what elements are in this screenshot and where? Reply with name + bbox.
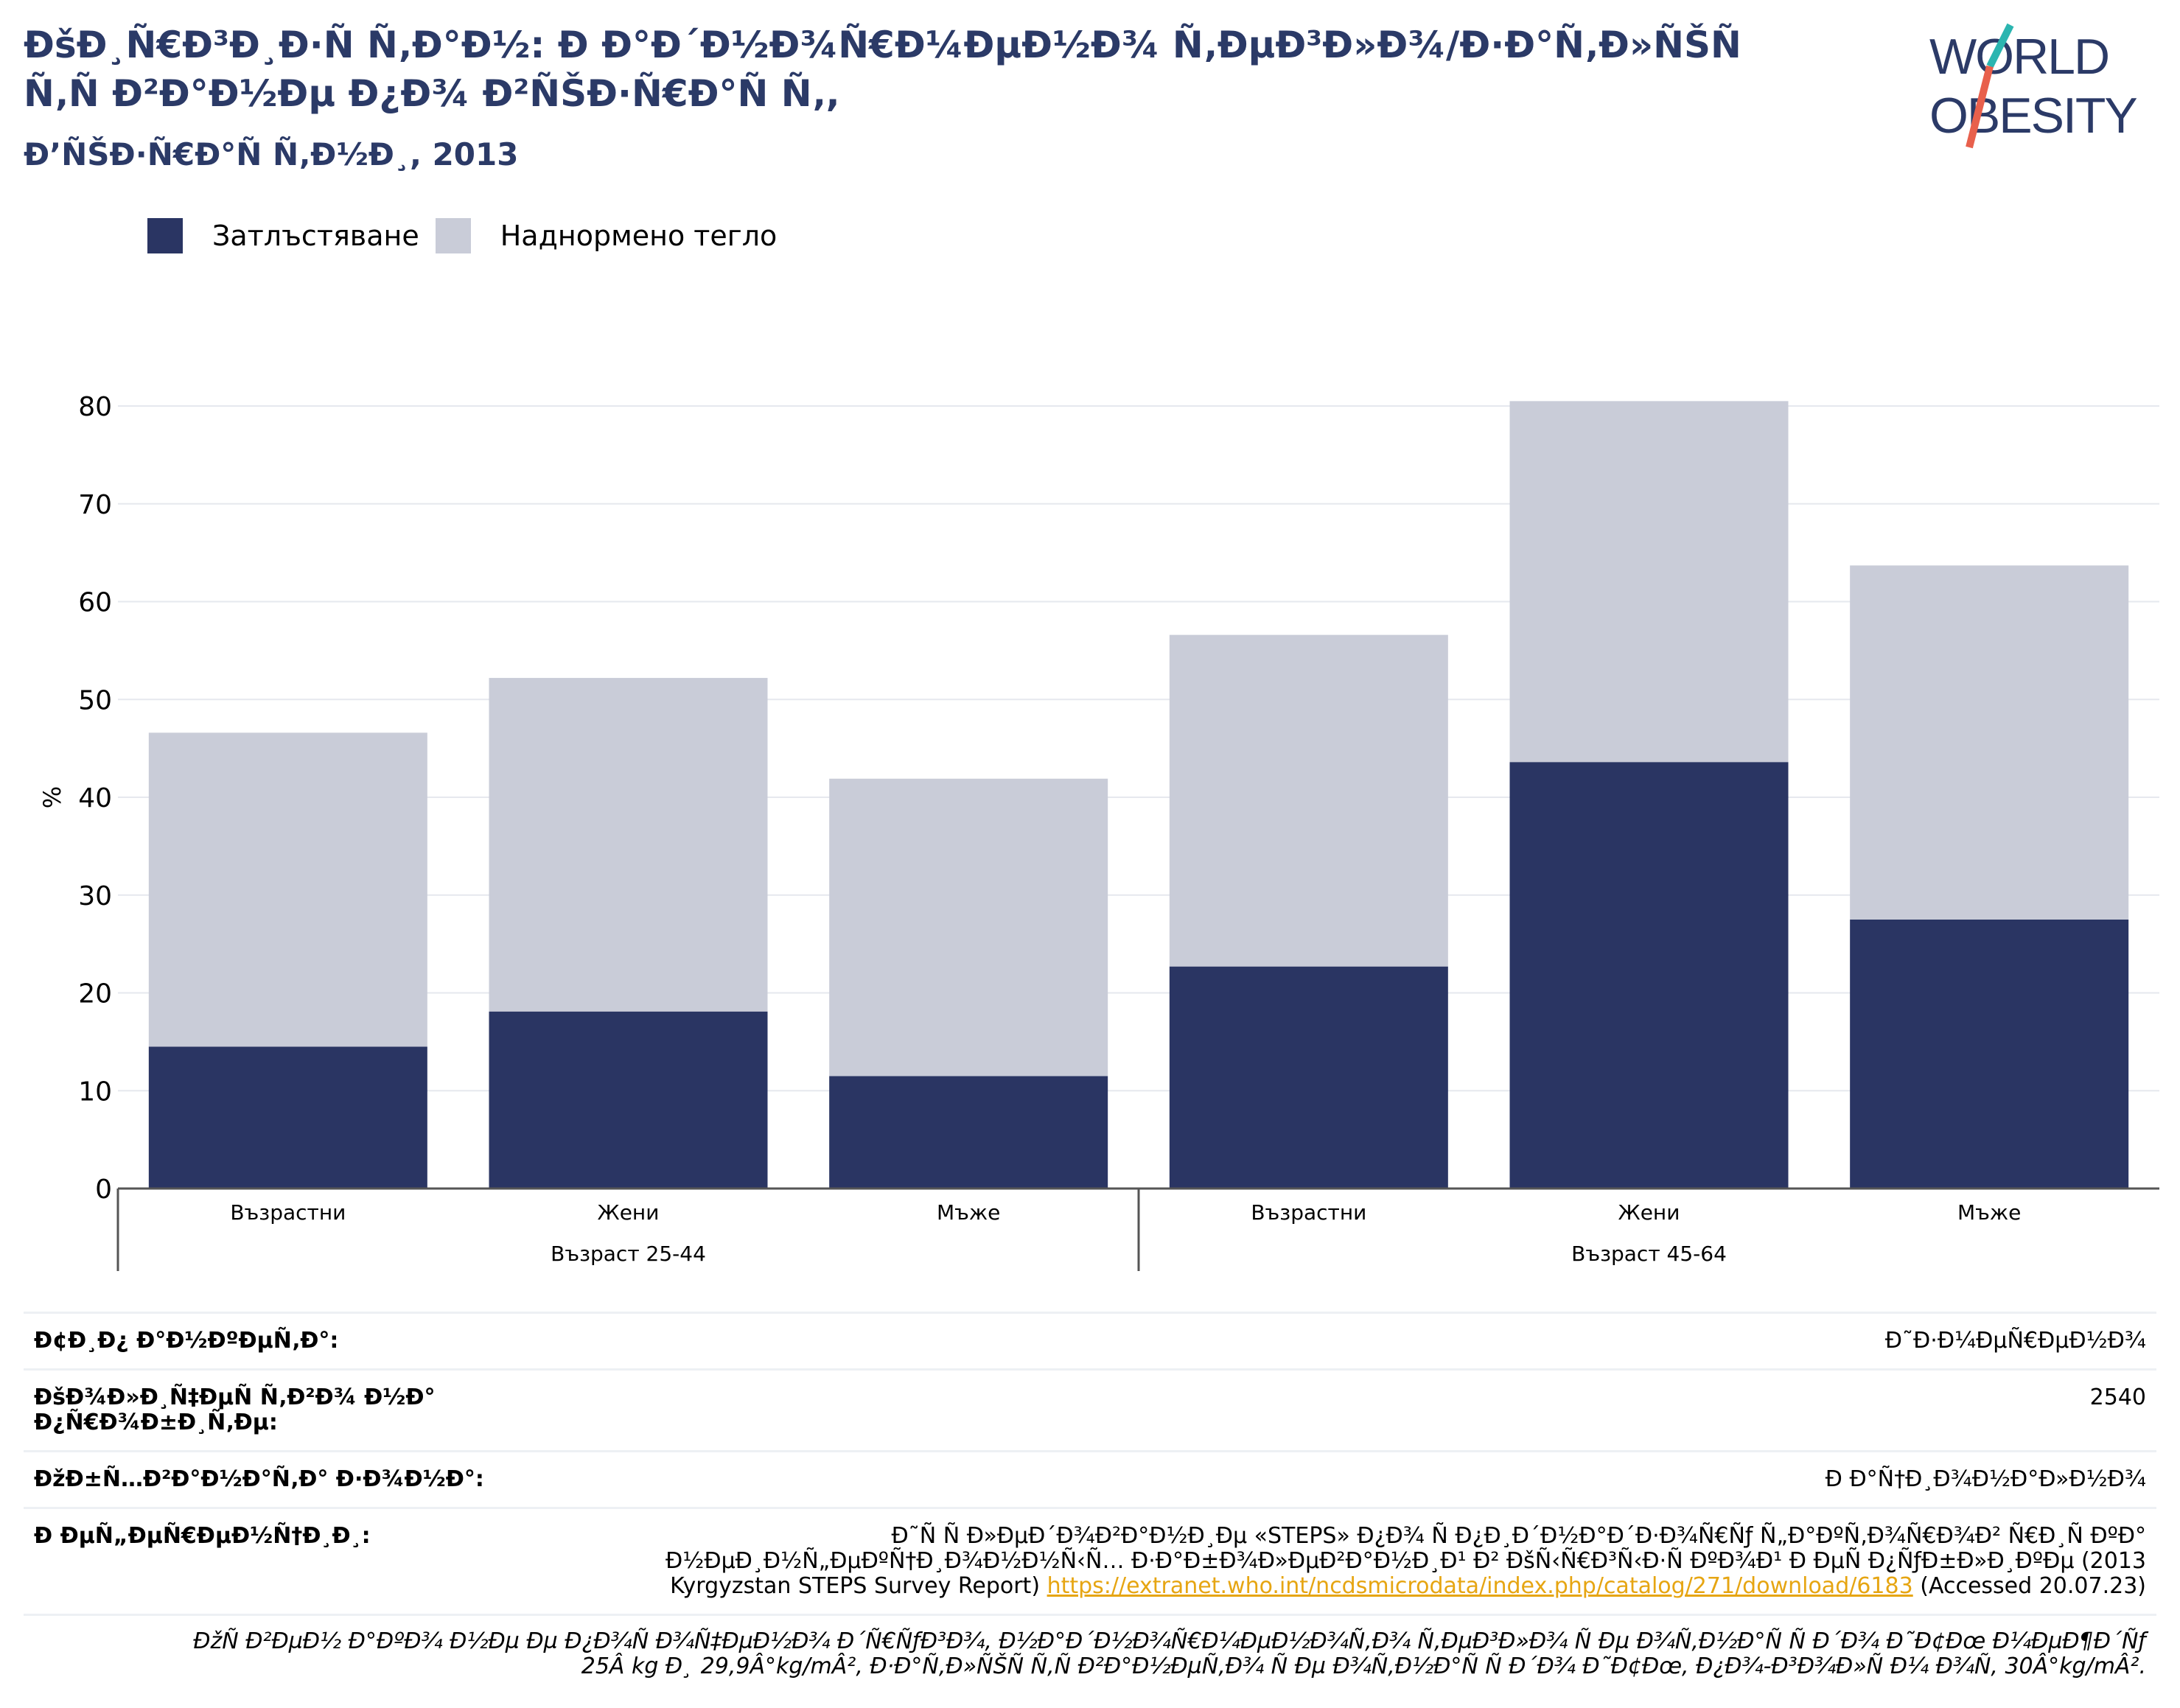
- reference-line-3: Kyrgyzstan STEPS Survey Report): [670, 1573, 1041, 1599]
- legend-swatch-overweight: [435, 218, 471, 253]
- y-tick-label: 60: [78, 588, 112, 618]
- stacked-bar-chart: 0 10 20 30 40 50 60 70 80% Възрастни Жени Мъже Възра…: [38, 392, 2159, 1271]
- bar-obesity: [1509, 762, 1789, 1189]
- legend-label-overweight: Наднормено тегло: [500, 220, 778, 252]
- y-axis-label: %: [38, 786, 66, 808]
- bar-obesity: [1850, 919, 2129, 1189]
- reference-line-1: Ð˜Ñ Ñ Ð»ÐµÐ´Ð¾Ð²Ð°Ð½Ð¸Ðµ «STEPS» Ð¿Ð¾ Ñ …: [891, 1523, 2146, 1549]
- meta-value: Ð˜Ð·Ð¼ÐµÑ€ÐµÐ½Ð¾: [1884, 1328, 2146, 1354]
- bar-overweight: [1169, 634, 1448, 967]
- y-tick-label: 40: [78, 783, 112, 813]
- bar-overweight: [489, 678, 768, 1012]
- chart-subtitle: Ð’ÑŠÐ·Ñ€Ð°Ñ Ñ‚Ð½Ð¸, 2013: [24, 136, 519, 172]
- note-line-1: ÐžÑ Ð²ÐµÐ½ Ð°ÐºÐ¾ Ð½Ðµ Ðµ Ð¿Ð¾Ñ Ð¾Ñ‡ÐµÐ½…: [193, 1628, 2146, 1654]
- x-tick-label: Възрастни: [230, 1200, 346, 1225]
- y-tick-label: 50: [78, 685, 112, 715]
- definition-note: ÐžÑ Ð²ÐµÐ½ Ð°ÐºÐ¾ Ð½Ðµ Ðµ Ð¿Ð¾Ñ Ð¾Ñ‡ÐµÐ½…: [24, 1614, 2156, 1693]
- world-obesity-logo: WORLD OBESITY: [1929, 23, 2138, 149]
- y-tick-label: 70: [78, 490, 112, 520]
- y-tick-label: 10: [78, 1077, 112, 1107]
- meta-value: Ð Ð°Ñ†Ð¸Ð¾Ð½Ð°Ð»Ð½Ð¾: [1825, 1466, 2146, 1492]
- bar-overweight: [148, 732, 427, 1047]
- legend-swatch-obesity: [147, 218, 183, 253]
- logo-slash-teal: [1986, 23, 2014, 69]
- meta-row-references: Ð ÐµÑ„ÐµÑ€ÐµÐ½Ñ†Ð¸Ð¸: Ð˜Ñ Ñ Ð»ÐµÐ´Ð¾Ð²Ð°…: [24, 1507, 2156, 1614]
- bar-overweight: [1850, 565, 2129, 920]
- y-tick-label: 0: [95, 1175, 112, 1205]
- meta-key: ÐšÐ¾Ð»Ð¸Ñ‡ÐµÑ Ñ‚Ð²Ð¾ Ð½Ð° Ð¿Ñ€Ð¾Ð±Ð¸Ñ‚Ðµ…: [34, 1385, 436, 1435]
- logo-slash-red: [1966, 65, 1994, 149]
- meta-key: ÐžÐ±Ñ…Ð²Ð°Ð½Ð°Ñ‚Ð° Ð·Ð¾Ð½Ð°:: [34, 1466, 484, 1492]
- x-tick-label: Жени: [598, 1200, 660, 1225]
- bar-obesity: [829, 1076, 1108, 1189]
- x-group-label: Възраст 45-64: [1571, 1242, 1727, 1266]
- references-value: Ð˜Ñ Ñ Ð»ÐµÐ´Ð¾Ð²Ð°Ð½Ð¸Ðµ «STEPS» Ð¿Ð¾ Ñ …: [665, 1524, 2146, 1599]
- x-tick-label: Възрастни: [1251, 1200, 1366, 1225]
- meta-row-survey-type: Ð¢Ð¸Ð¿ Ð°Ð½ÐºÐµÑ‚Ð°: Ð˜Ð·Ð¼ÐµÑ€ÐµÐ½Ð¾: [24, 1312, 2156, 1368]
- bar-obesity: [148, 1046, 427, 1189]
- reference-accessed: (Accessed 20.07.23): [1920, 1573, 2146, 1599]
- meta-row-area: ÐžÐ±Ñ…Ð²Ð°Ð½Ð°Ñ‚Ð° Ð·Ð¾Ð½Ð°: Ð Ð°Ñ†Ð¸Ð¾Ð…: [24, 1450, 2156, 1507]
- legend-label-obesity: Затлъстяване: [212, 220, 419, 252]
- meta-row-sample-size: ÐšÐ¾Ð»Ð¸Ñ‡ÐµÑ Ñ‚Ð²Ð¾ Ð½Ð° Ð¿Ñ€Ð¾Ð±Ð¸Ñ‚Ðµ…: [24, 1368, 2156, 1450]
- reference-link[interactable]: https://extranet.who.int/ncdsmicrodata/i…: [1047, 1573, 1913, 1599]
- x-tick-label: Мъже: [937, 1200, 1000, 1225]
- x-tick-label: Жени: [1618, 1200, 1680, 1225]
- reference-line-2: Ð½ÐµÐ¸Ð½Ñ„ÐµÐºÑ†Ð¸Ð¾Ð½Ð½Ñ‹Ñ… Ð·Ð°Ð±Ð¾Ð»Ð…: [665, 1548, 2146, 1574]
- logo-line2: OBESITY: [1929, 88, 2137, 144]
- y-tick-label: 30: [78, 881, 112, 911]
- y-tick-label: 20: [78, 979, 112, 1009]
- x-group-label: Възраст 25-44: [551, 1242, 706, 1266]
- logo-line1: WORLD: [1929, 29, 2109, 85]
- chart-title: ÐšÐ¸Ñ€Ð³Ð¸Ð·Ñ Ñ‚Ð°Ð½: Ð Ð°Ð´Ð½Ð¾Ñ€Ð¼ÐµÐ½…: [24, 24, 1741, 115]
- bar-obesity: [489, 1011, 768, 1189]
- y-tick-label: 80: [78, 392, 112, 422]
- meta-key: Ð ÐµÑ„ÐµÑ€ÐµÐ½Ñ†Ð¸Ð¸:: [34, 1523, 371, 1549]
- bar-overweight: [829, 778, 1108, 1077]
- survey-metadata: Ð¢Ð¸Ð¿ Ð°Ð½ÐºÐµÑ‚Ð°: Ð˜Ð·Ð¼ÐµÑ€ÐµÐ½Ð¾ Ðš…: [24, 1312, 2156, 1693]
- bar-obesity: [1169, 966, 1448, 1189]
- meta-value: 2540: [2089, 1385, 2146, 1410]
- note-line-2: 25Â kg Ð¸ 29,9Â°kg/mÂ², Ð·Ð°Ñ‚Ð»ÑŠÑ Ñ‚Ñ …: [581, 1653, 2146, 1679]
- chart-legend: Затлъстяване Наднормено тегло: [147, 215, 793, 256]
- bar-overweight: [1509, 401, 1789, 763]
- meta-key: Ð¢Ð¸Ð¿ Ð°Ð½ÐºÐµÑ‚Ð°:: [34, 1328, 339, 1354]
- x-tick-label: Мъже: [1957, 1200, 2021, 1225]
